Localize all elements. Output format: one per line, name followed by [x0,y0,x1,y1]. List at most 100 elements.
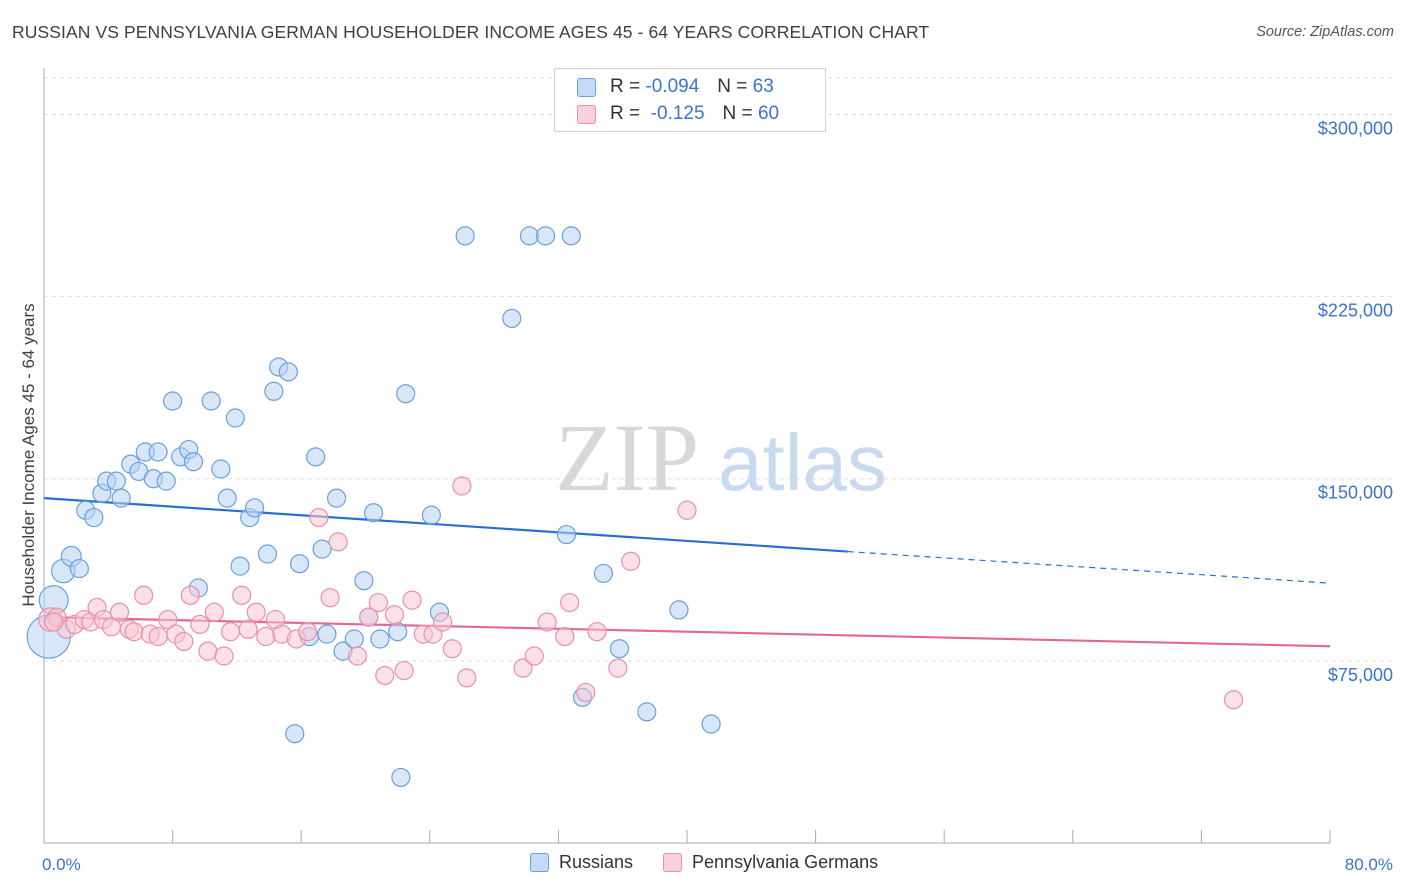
legend-item-russians[interactable]: Russians [530,852,633,873]
x-tick-labels: 0.0% 80.0% [42,855,1393,874]
axes [43,68,1331,844]
russians-point [701,714,721,734]
pennsylvania-germans-point [608,658,628,678]
legend-item-pennsylvania-germans[interactable]: Pennsylvania Germans [663,852,878,873]
legend-row-russians: R = -0.094 N = 63 [577,74,774,100]
pennsylvania-germans-point [347,646,368,666]
russians-point [370,629,390,649]
data-points [26,226,1244,788]
y-tick-label: $75,000 [1328,665,1393,685]
russians-point [278,362,298,382]
russians-point [637,702,657,722]
russians-point [201,391,221,411]
russians-point [421,505,442,525]
watermark-zip: ZIP [555,404,699,511]
pennsylvania-germans-point [537,612,557,632]
pennsylvania-germans-point [124,622,144,642]
pennsylvania-germans-point [198,641,218,661]
legend-n-value: 60 [757,103,780,124]
russians-point [225,408,245,428]
legend-label-russians: Russians [559,852,634,872]
legend-r-label: R = [610,103,641,124]
correlation-legend: R = -0.094 N = 63 R = -0.125 N = 60 [554,68,826,132]
legend-swatch-pennsylvania-germans [577,104,596,124]
pennsylvania-germans-point [587,622,607,642]
series-legend: Russians Pennsylvania Germans [530,852,908,873]
pennsylvania-germans-point [677,500,697,520]
russians-point [264,381,284,401]
pennsylvania-germans-point [298,622,318,642]
pennsylvania-germans-point [214,646,234,666]
russians-point [535,226,556,246]
russians-point [556,524,577,545]
russians-point [317,624,337,644]
pennsylvania-germans-point [44,612,64,632]
legend-r-label: R = [610,76,641,97]
russians-point [211,459,231,479]
pennsylvania-germans-point [384,605,405,625]
legend-n-value: 63 [752,76,774,97]
pennsylvania-germans-point [238,619,258,639]
pennsylvania-germans-point [621,551,641,571]
legend-n-label: N = [722,103,753,124]
watermark-atlas: atlas [718,418,887,507]
pennsylvania-germans-point [320,588,340,608]
y-tick-label: $225,000 [1318,301,1393,321]
pennsylvania-germans-point [555,626,575,647]
source-label: Source: ZipAtlas.com [1256,24,1394,40]
y-tick-label: $300,000 [1318,118,1393,138]
russians-trend-extension [847,550,1331,584]
pennsylvania-germans-trend-line [43,616,1331,648]
russians-point [519,226,540,246]
pennsylvania-germans-point [148,626,168,647]
pennsylvania-germans-point [180,585,200,605]
pennsylvania-germans-point [158,609,178,630]
legend-r-value: -0.125 [650,103,705,124]
pennsylvania-germans-point [524,646,544,666]
russians-point [455,226,475,246]
pennsylvania-germans-point [174,631,194,652]
russians-point [306,447,326,467]
pennsylvania-germans-point [402,590,422,610]
russians-point [593,563,614,584]
russians-point [156,471,176,491]
russians-point [354,571,374,591]
pennsylvania-germans-point [442,639,462,659]
russians-point [561,226,581,246]
pennsylvania-germans-point [134,585,154,605]
pennsylvania-germans-point [1223,690,1244,710]
pennsylvania-germans-point [328,532,348,552]
russians-trend-line [43,497,848,553]
legend-r-value: -0.094 [645,76,700,97]
y-tick-labels: $75,000 $150,000 $225,000 $300,000 [1318,118,1393,684]
russians-point [363,503,384,523]
russians-point [289,554,310,574]
pennsylvania-germans-point [452,476,472,496]
russians-point [502,308,522,329]
pennsylvania-germans-point [246,602,266,622]
x-tick-label: 80.0% [1345,855,1393,874]
pennsylvania-germans-point [220,622,241,642]
russians-point [106,471,126,491]
pennsylvania-germans-point [204,602,224,622]
pennsylvania-germans-point [433,612,453,632]
chart-title: RUSSIAN VS PENNSYLVANIA GERMAN HOUSEHOLD… [12,22,930,42]
russians-point [217,488,237,508]
x-tick-label: 0.0% [42,855,81,874]
legend-label-pennsylvania-germans: Pennsylvania Germans [692,852,879,872]
pennsylvania-germans-point [109,602,130,622]
legend-swatch-pennsylvania-germans [663,853,683,872]
russians-point [111,488,131,508]
pennsylvania-germans-point [513,658,533,678]
russians-point [344,629,364,649]
russians-point [244,498,265,518]
y-axis-label: Householder Income Ages 45 - 64 years [19,303,38,606]
pennsylvania-germans-point [232,585,252,605]
russians-point [285,724,305,744]
russians-point [69,558,89,579]
pennsylvania-germans-point [190,614,210,635]
russians-point [388,622,408,642]
russians-point [669,600,689,620]
russians-point [312,539,332,559]
